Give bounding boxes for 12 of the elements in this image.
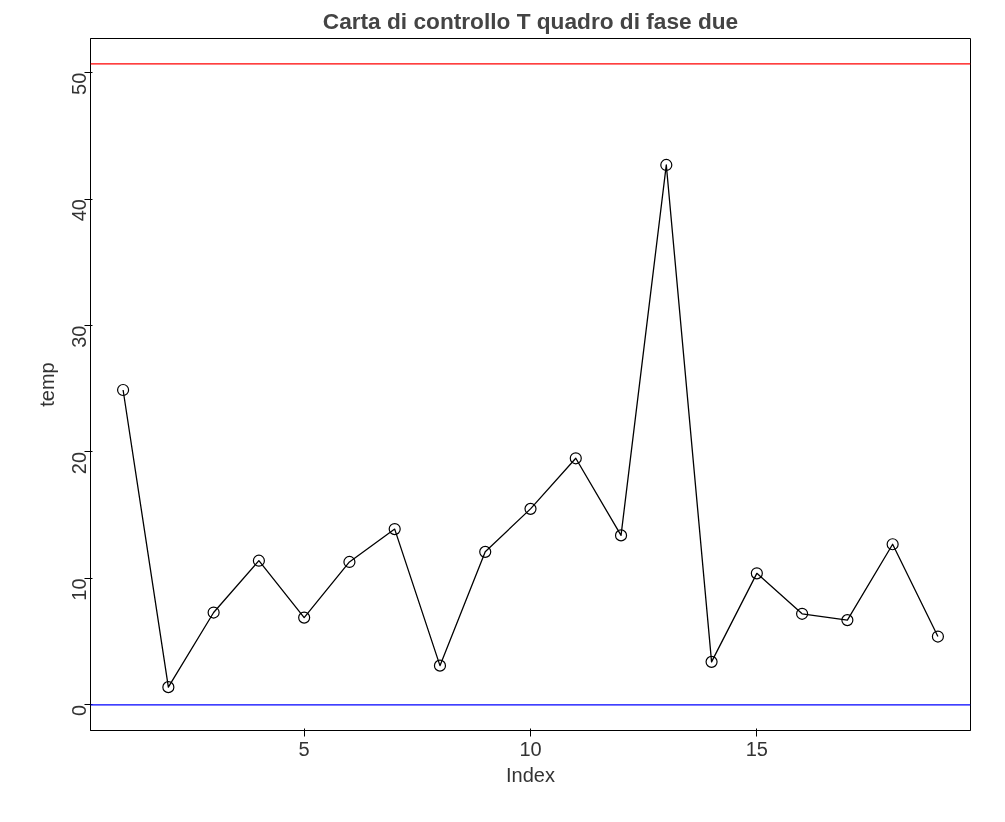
x-tick-label: 10: [519, 737, 542, 760]
y-tick-label: 40: [68, 199, 91, 222]
x-tick-label: 15: [745, 737, 768, 760]
y-axis-title: temp: [35, 362, 58, 407]
chart-title: Carta di controllo T quadro di fase due: [322, 7, 739, 34]
x-axis-title: Index: [506, 763, 555, 786]
y-tick-label: 50: [68, 72, 91, 95]
y-tick-label: 0: [68, 704, 91, 716]
y-tick-label: 10: [68, 578, 91, 601]
y-tick-label: 30: [68, 325, 91, 348]
y-tick-label: 20: [68, 451, 91, 475]
x-tick-label: 5: [298, 737, 310, 760]
